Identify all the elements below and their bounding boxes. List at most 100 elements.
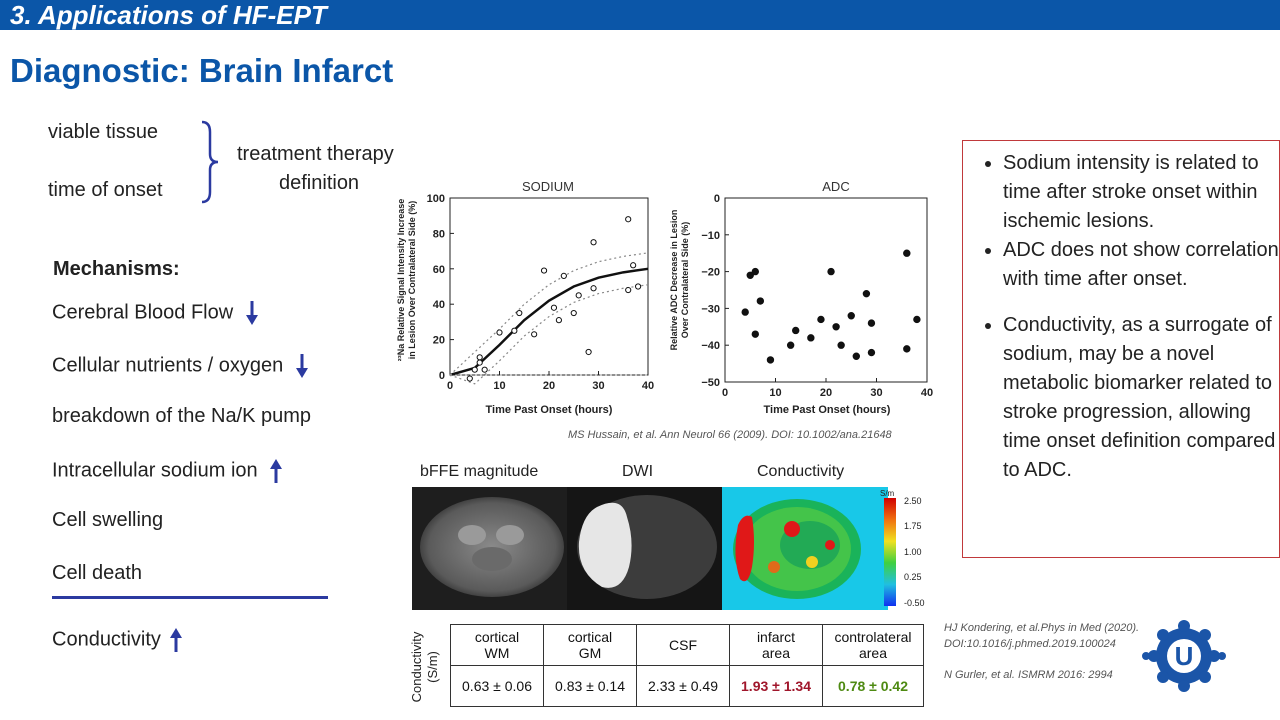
table-header-cell: cortical GM <box>543 624 637 666</box>
data-point <box>817 315 825 324</box>
brace-icon <box>201 120 219 204</box>
data-point <box>466 375 473 382</box>
data-point <box>540 267 548 274</box>
data-point <box>590 239 597 246</box>
image-label-conductivity: Conductivity <box>757 463 845 480</box>
data-point <box>570 309 577 317</box>
viable-tissue-label: viable tissue <box>48 121 159 143</box>
key-findings-box: Sodium intensity is related to time afte… <box>962 140 1280 558</box>
data-point <box>585 348 592 356</box>
data-point <box>807 334 815 342</box>
table-row-label-line1: Conductivity <box>409 631 424 702</box>
x-tick-label: 40 <box>642 380 654 392</box>
data-point <box>847 312 855 320</box>
x-tick-label: 10 <box>769 387 781 399</box>
mechanism-item: Cell swelling <box>52 509 164 531</box>
conductivity-table: cortical WM cortical GM CSF infarct area co… <box>450 624 924 707</box>
data-point <box>590 285 597 292</box>
data-point <box>575 292 582 299</box>
colorbar-tick: 1.00 <box>904 547 922 557</box>
data-point <box>751 330 760 338</box>
arrow-up-icon <box>169 628 182 652</box>
mechanism-item: Cerebral Blood Flow <box>52 299 259 327</box>
plot-frame <box>724 197 928 383</box>
x-tick-label: 10 <box>493 380 505 392</box>
definition-label: definition <box>279 172 360 194</box>
data-point <box>903 249 911 257</box>
colorbar-tick: 0.25 <box>904 572 922 582</box>
data-point <box>511 327 518 334</box>
x-tick-label: 20 <box>820 387 832 399</box>
table-cell-controlateral: 0.78 ± 0.42 <box>822 665 924 707</box>
dwi-image <box>567 487 722 610</box>
y-tick-label: 100 <box>427 193 445 205</box>
arrow-down-icon <box>295 354 308 378</box>
x-tick-label: 0 <box>722 387 728 399</box>
x-tick-label: 0 <box>447 380 453 392</box>
confidence-band-upper <box>449 252 649 376</box>
data-point <box>751 267 760 276</box>
data-point <box>766 356 775 364</box>
data-point <box>867 348 876 357</box>
logo-letter: U <box>1175 641 1194 671</box>
time-of-onset-label: time of onset <box>48 179 163 201</box>
conductivity-result: Conductivity <box>52 626 183 654</box>
data-point <box>476 359 483 366</box>
mechanism-item: Cellular nutrients / oxygen <box>52 352 309 380</box>
colorbar-unit: S/m <box>880 489 895 498</box>
page-title: Diagnostic: Brain Infarct <box>10 52 394 89</box>
table-header-cell: controlateral area <box>822 624 924 666</box>
sodium-ylabel-line2: in Lesion Over Contralateral Side (%) <box>407 201 417 360</box>
y-tick-label: −30 <box>701 303 720 315</box>
table-cell: 2.33 ± 0.49 <box>636 665 730 707</box>
x-tick-label: 30 <box>870 387 882 399</box>
header-bar: 3. Applications of HF-EPT <box>0 0 1280 30</box>
image-label-bffe: bFFE magnitude <box>420 463 539 480</box>
data-point <box>471 366 478 373</box>
x-tick-label: 20 <box>543 380 555 392</box>
colorbar-tick: 2.50 <box>904 496 922 506</box>
section-title: 3. Applications of HF-EPT <box>10 0 327 30</box>
y-tick-label: −50 <box>701 377 720 389</box>
data-point <box>837 341 845 349</box>
sodium-chart: SODIUM ²³Na Relative Signal Intensity In… <box>396 179 654 416</box>
y-tick-label: 0 <box>439 370 445 382</box>
sodium-xlabel: Time Past Onset (hours) <box>486 404 613 416</box>
table-header-cell: infarct area <box>729 624 823 666</box>
data-point <box>852 352 861 360</box>
adc-chart-title: ADC <box>822 179 849 194</box>
data-point <box>560 272 567 279</box>
data-point <box>913 315 921 324</box>
table-cell: 0.63 ± 0.06 <box>450 665 544 707</box>
y-tick-label: 60 <box>433 264 445 276</box>
data-point <box>625 286 632 294</box>
bullet-conductivity: Conductivity, as a surrogate of sodium, … <box>1003 311 1279 485</box>
fit-curve <box>449 267 649 377</box>
data-point <box>496 329 503 336</box>
data-point <box>862 289 871 298</box>
mechanism-item: breakdown of the Na/K pump <box>52 405 312 427</box>
data-point <box>741 308 749 316</box>
table-row-label-line2: (S/m) <box>425 651 440 683</box>
data-point <box>476 354 483 361</box>
conductivity-map-image <box>722 487 888 610</box>
image-label-dwi: DWI <box>622 463 654 480</box>
data-point <box>832 323 840 331</box>
data-point <box>481 366 488 373</box>
data-point <box>867 319 876 327</box>
adc-ylabel-line2: Over Contralateral Side (%) <box>680 222 690 339</box>
arrow-up-icon <box>270 459 283 483</box>
y-tick-label: 20 <box>433 335 445 347</box>
confidence-band-lower <box>449 284 649 385</box>
data-point <box>516 309 523 317</box>
data-point <box>903 345 911 353</box>
mri-image-strip <box>412 487 888 610</box>
chart-citation: MS Hussain, et al. Ann Neurol 66 (2009).… <box>568 429 892 441</box>
plot-frame <box>449 197 649 376</box>
colorbar-tick: 1.75 <box>904 521 922 531</box>
data-point <box>555 317 562 324</box>
colorbar <box>884 498 896 606</box>
adc-chart: ADC Relative ADC Decrease in Lesion Over… <box>669 179 933 416</box>
data-point <box>827 267 835 276</box>
y-tick-label: 80 <box>433 228 445 240</box>
